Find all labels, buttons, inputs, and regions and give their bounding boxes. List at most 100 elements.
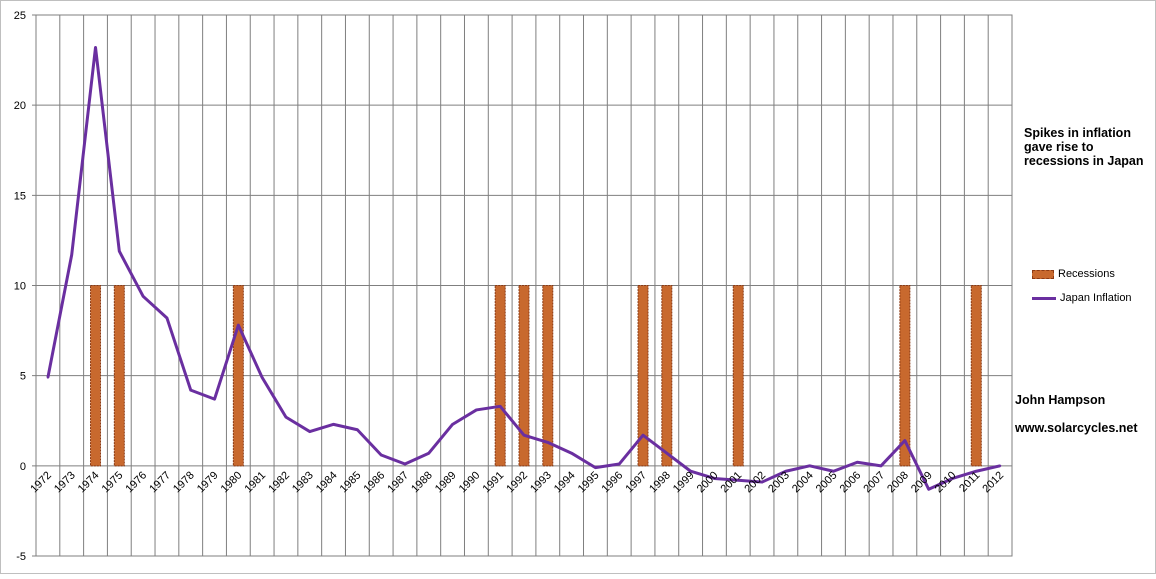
x-tick-label: 2008 <box>885 469 911 495</box>
y-tick-labels: -5 0 5 10 15 20 25 <box>14 10 26 563</box>
point-inflation-1987 <box>403 462 407 466</box>
point-inflation-1994 <box>570 452 573 455</box>
bar-recession-2001 <box>732 285 744 467</box>
x-tick-label: 2010 <box>933 469 959 495</box>
point-inflation-1996 <box>618 462 621 466</box>
x-tick-label: 1993 <box>528 469 554 495</box>
bar-recession-1980 <box>232 285 244 467</box>
x-tick-label: 1972 <box>28 469 54 495</box>
point-inflation-2008 <box>903 439 907 442</box>
x-tick-label: 1973 <box>52 469 78 495</box>
point-inflation-1998 <box>665 452 669 455</box>
point-inflation-2006 <box>856 461 859 464</box>
point-inflation-2010 <box>951 477 954 480</box>
x-tick-label: 2005 <box>814 469 840 495</box>
x-tick-label: 1995 <box>576 469 602 495</box>
y-tick-label: 10 <box>14 281 26 293</box>
point-inflation-1992 <box>522 433 526 437</box>
legend-item-recessions: Recessions <box>1032 268 1115 280</box>
x-tick-label: 1983 <box>290 469 316 495</box>
point-inflation-2000 <box>713 477 716 480</box>
point-inflation-1989 <box>451 423 454 426</box>
y-tick-label: 5 <box>20 371 26 383</box>
x-tick-label: 1985 <box>338 469 364 495</box>
point-inflation-1991 <box>498 405 502 408</box>
annotation-website: www.solarcycles.net <box>1015 421 1138 435</box>
x-tick-label: 1979 <box>195 469 221 495</box>
annotation-author: John Hampson <box>1015 393 1106 407</box>
x-tick-label: 1994 <box>552 469 578 495</box>
bar-recession-2011 <box>970 285 982 467</box>
point-inflation-2001 <box>737 479 740 482</box>
point-inflation-1993 <box>546 441 550 444</box>
x-tick-label: 1996 <box>600 469 626 495</box>
x-tick-label: 1990 <box>457 469 483 495</box>
point-inflation-2009 <box>927 488 930 491</box>
annotation-title: Spikes in inflation gave rise to recessi… <box>1024 126 1144 168</box>
legend-swatch-recessions <box>1032 269 1054 279</box>
x-tick-label: 1991 <box>481 469 507 495</box>
y-tick-label: -5 <box>16 551 26 563</box>
point-inflation-1981 <box>260 376 264 379</box>
point-inflation-1974 <box>94 46 97 49</box>
x-tick-label: 1997 <box>623 469 649 495</box>
legend-label-inflation: Japan Inflation <box>1060 292 1132 304</box>
x-tick-label: 1974 <box>76 469 102 495</box>
point-inflation-2011 <box>975 470 978 473</box>
point-inflation-1990 <box>475 408 478 412</box>
x-tick-label: 2001 <box>719 469 745 495</box>
x-tick-label: 2006 <box>838 469 864 495</box>
point-inflation-1986 <box>379 453 383 457</box>
point-inflation-1984 <box>332 423 335 426</box>
x-tick-labels: 1972197319741975197619771978197919801981… <box>28 469 1006 495</box>
x-tick-label: 1998 <box>647 469 673 495</box>
x-tick-label: 2011 <box>957 469 982 494</box>
x-tick-label: 1992 <box>504 469 530 495</box>
x-tick-label: 1989 <box>433 469 459 495</box>
x-tick-label: 2012 <box>980 469 1006 495</box>
x-tick-label: 2004 <box>790 469 816 495</box>
x-tick-label: 1980 <box>219 469 245 495</box>
point-inflation-1972 <box>46 376 50 379</box>
x-tick-label: 2009 <box>909 469 935 495</box>
point-inflation-2005 <box>832 470 835 473</box>
point-inflation-2007 <box>879 464 883 468</box>
point-inflation-2002 <box>760 480 764 484</box>
bar-recession-1974 <box>90 285 102 467</box>
x-tick-label: 1986 <box>361 469 387 495</box>
point-inflation-1997 <box>641 433 645 437</box>
point-inflation-1973 <box>70 253 73 257</box>
y-tick-label: 20 <box>14 100 26 112</box>
point-inflation-1982 <box>284 415 288 419</box>
inflation-line-group <box>46 45 1002 491</box>
x-tick-label: 1977 <box>147 469 173 495</box>
point-inflation-1975 <box>118 250 121 253</box>
x-tick-label: 2003 <box>766 469 792 495</box>
bar-recession-2008 <box>899 285 911 467</box>
point-inflation-1980 <box>237 323 240 327</box>
x-tick-label: 1988 <box>409 469 435 495</box>
x-tick-label: 1975 <box>100 469 126 495</box>
point-inflation-2012 <box>998 464 1002 468</box>
point-inflation-1988 <box>427 452 430 455</box>
point-inflation-1976 <box>141 295 145 298</box>
bar-recession-1997 <box>637 285 649 467</box>
bar-recession-1993 <box>542 285 554 467</box>
bar-recession-1998 <box>661 285 673 467</box>
legend-item-inflation: Japan Inflation <box>1032 292 1132 304</box>
point-inflation-2003 <box>784 470 788 473</box>
x-tick-label: 1984 <box>314 469 340 495</box>
bar-recession-1992 <box>518 285 530 467</box>
point-inflation-1979 <box>213 397 216 401</box>
x-tick-label: 1976 <box>123 469 149 495</box>
x-tick-label: 1981 <box>242 469 268 495</box>
x-tick-label: 1982 <box>266 469 292 495</box>
point-inflation-1985 <box>356 428 359 431</box>
y-tick-label: 25 <box>14 10 26 22</box>
point-inflation-1978 <box>189 388 192 392</box>
point-inflation-1977 <box>165 316 169 320</box>
point-inflation-2004 <box>808 464 811 468</box>
x-tick-label: 1978 <box>171 469 197 495</box>
